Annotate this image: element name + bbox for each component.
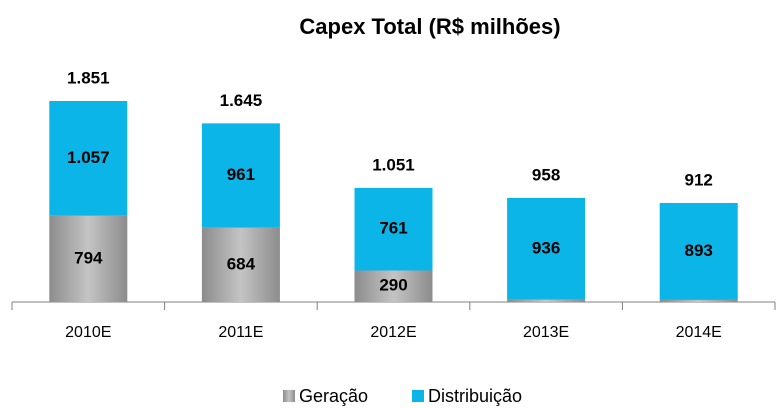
value-label: 290 (379, 275, 407, 294)
bar-segment (49, 101, 128, 216)
x-tick-label: 2012E (370, 324, 416, 341)
total-label: 1.851 (67, 68, 110, 87)
legend-label: Distribuição (428, 386, 522, 406)
bar-segment (659, 202, 738, 300)
bar-segment (507, 299, 586, 302)
value-label: 936 (532, 238, 560, 257)
legend-swatch (283, 390, 295, 402)
bar-segment (507, 197, 586, 300)
value-label: 961 (227, 165, 255, 184)
total-label: 958 (532, 165, 560, 184)
bar-segment (354, 270, 433, 302)
chart-title: Capex Total (R$ milhões) (299, 14, 560, 39)
x-tick-label: 2010E (65, 324, 111, 341)
value-label: 893 (685, 241, 713, 260)
x-tick-label: 2014E (676, 324, 722, 341)
bar-segment (201, 123, 280, 228)
bar-segment (659, 299, 738, 302)
legend-swatch (412, 390, 424, 402)
value-label: 1.057 (67, 148, 110, 167)
total-label: 1.645 (220, 91, 263, 110)
bar-segment (201, 227, 280, 302)
value-label: 761 (379, 219, 407, 238)
value-label: 794 (74, 248, 103, 267)
legend-label: Geração (299, 386, 368, 406)
value-label: 684 (227, 254, 256, 273)
x-tick-label: 2011E (218, 324, 263, 341)
x-tick-label: 2013E (523, 324, 569, 341)
total-label: 912 (685, 170, 713, 189)
total-label: 1.051 (372, 155, 415, 174)
bar-segment (354, 187, 433, 271)
bar-segment (49, 215, 128, 302)
